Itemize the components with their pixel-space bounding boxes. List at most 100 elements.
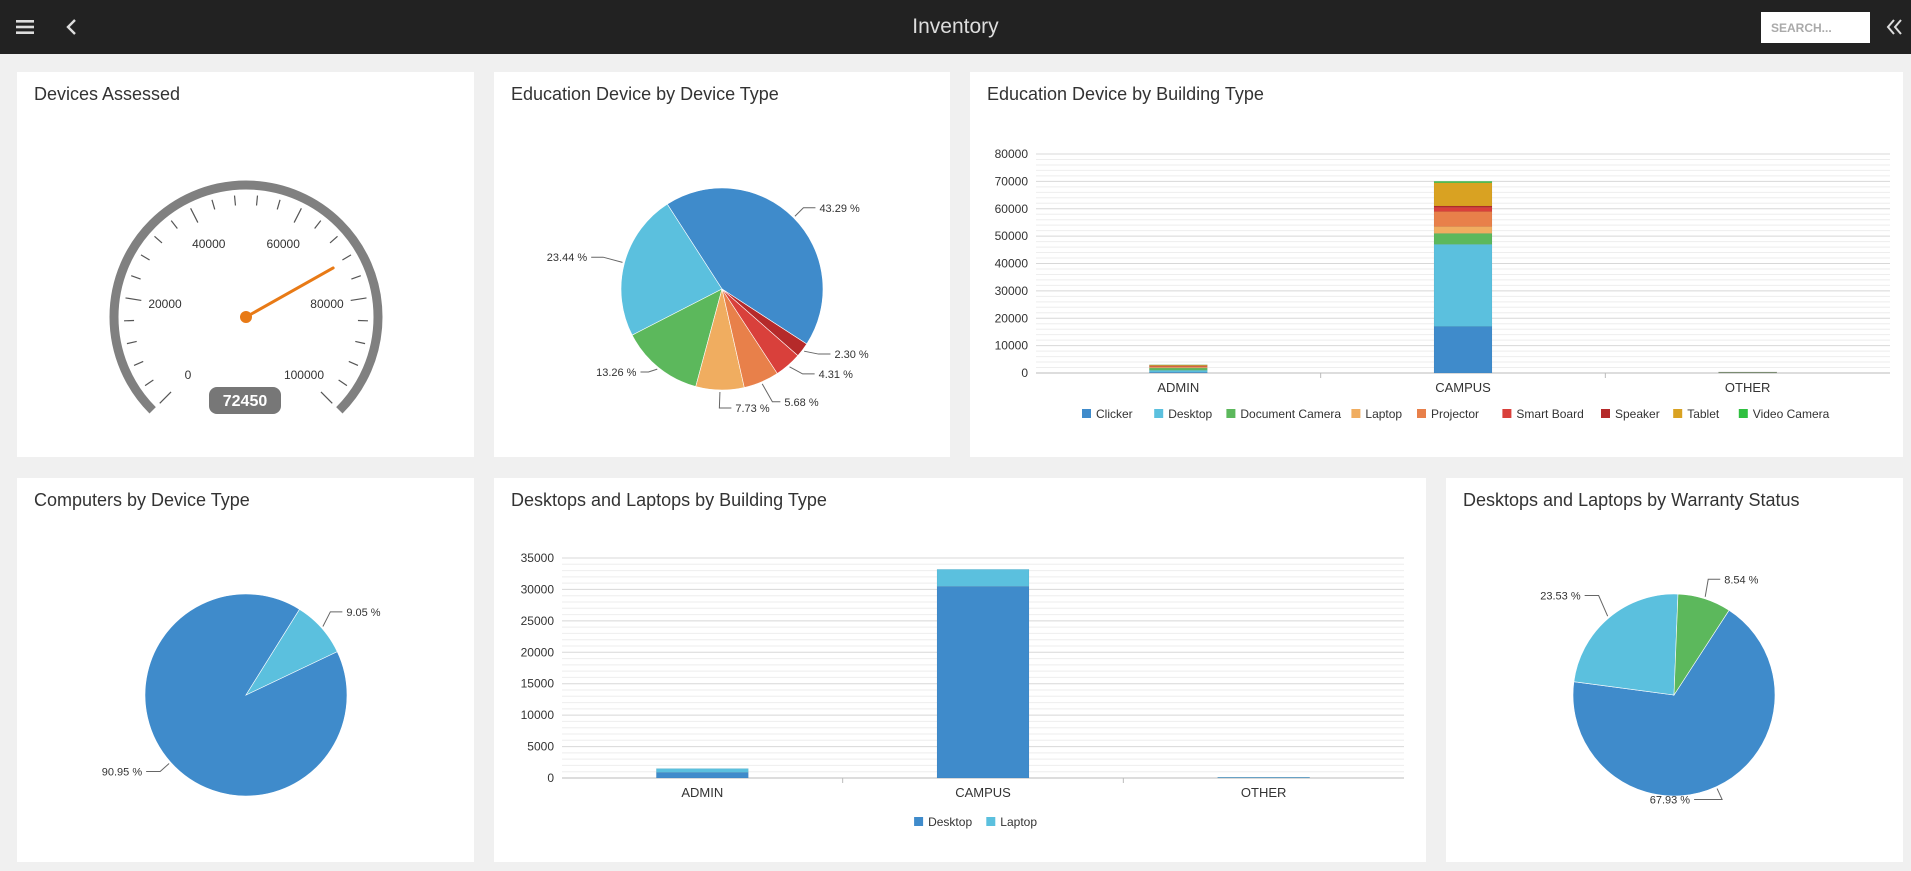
y-tick-label: 15000 (521, 677, 555, 691)
y-tick-label: 20000 (521, 645, 555, 659)
legend-label[interactable]: Video Camera (1753, 407, 1830, 421)
bar-segment[interactable] (936, 586, 1030, 779)
chart-legend: Desktop Laptop (914, 815, 1037, 829)
gauge-major-tick (190, 208, 199, 223)
gauge-needle (244, 266, 335, 319)
bar-segment[interactable] (1149, 370, 1208, 373)
edu-building-type-bar-chart: 0 10000 20000 30000 40000 50000 60000 70000 8000… (995, 147, 1890, 421)
bar-segment[interactable] (1149, 367, 1208, 371)
pie-slice[interactable] (721, 288, 808, 357)
gauge-minor-tick (348, 360, 359, 367)
x-tick-label: ADMIN (681, 785, 723, 800)
gauge-tick-label: 100000 (284, 368, 324, 382)
pie-slice[interactable] (666, 187, 824, 345)
pie-leader-line (804, 350, 831, 355)
chart-legend: Clicker Desktop Document Camera Laptop Proje… (1082, 407, 1830, 421)
pie-leader-line (718, 391, 732, 409)
edu-building-type-panel: Education Device by Building Type 0 10000… (970, 72, 1903, 457)
bar-segment[interactable] (1433, 226, 1493, 234)
panel-title: Desktops and Laptops by Building Type (511, 490, 827, 510)
pie-data-label: 23.53 % (1540, 591, 1581, 603)
desktops-laptops-building-panel: Desktops and Laptops by Building Type 0 5… (494, 478, 1426, 862)
gauge-minor-tick (211, 199, 216, 210)
legend-label[interactable]: Projector (1431, 407, 1479, 421)
bar-segment[interactable] (1433, 233, 1493, 245)
gauge-tick-label: 20000 (148, 297, 182, 311)
gauge-minor-tick (276, 199, 281, 210)
pie-data-label: 2.30 % (834, 349, 868, 361)
legend-label[interactable]: Document Camera (1240, 407, 1341, 421)
y-tick-label: 80000 (995, 147, 1029, 161)
gauge-major-tick (320, 391, 333, 404)
y-tick-label: 30000 (521, 582, 555, 596)
legend-label[interactable]: Tablet (1687, 407, 1720, 421)
y-tick-label: 25000 (521, 614, 555, 628)
panel-title: Devices Assessed (34, 84, 181, 104)
pie-data-label: 4.31 % (819, 369, 853, 381)
legend-swatch (1417, 409, 1426, 418)
devices-assessed-gauge: 0 20000 40000 60000 80000 100000 72450 (109, 180, 383, 414)
pie-leader-line (322, 611, 343, 627)
pie-slice[interactable] (631, 288, 723, 387)
pie-slice[interactable] (1572, 609, 1776, 797)
collapse-panel-icon[interactable] (1875, 0, 1911, 54)
x-tick-label: OTHER (1725, 380, 1771, 395)
panel-title: Desktops and Laptops by Warranty Status (1463, 490, 1800, 510)
gauge-major-tick (350, 297, 367, 302)
search-input[interactable] (1761, 12, 1870, 43)
pie-slice[interactable] (245, 608, 338, 696)
gauge-minor-tick (154, 235, 163, 244)
x-tick-label: ADMIN (1157, 380, 1199, 395)
y-tick-label: 0 (1021, 366, 1028, 380)
gauge-major-tick (293, 208, 302, 223)
x-tick-label: CAMPUS (1435, 380, 1491, 395)
pie-slice[interactable] (1573, 593, 1679, 696)
bar-segment[interactable] (1433, 181, 1493, 183)
gauge-minor-tick (255, 195, 259, 206)
pie-leader-line (1584, 595, 1609, 617)
desktops-laptops-warranty-panel: Desktops and Laptops by Warranty Status … (1446, 478, 1903, 862)
gauge-value-label: 72450 (223, 393, 268, 410)
legend-label[interactable]: Desktop (1168, 407, 1212, 421)
gauge-minor-tick (170, 220, 178, 229)
bar-segment[interactable] (656, 772, 749, 779)
legend-label[interactable]: Speaker (1615, 407, 1660, 421)
pie-leader-line (640, 368, 658, 373)
bar-segment[interactable] (1433, 244, 1493, 327)
gauge-value-badge (209, 387, 281, 414)
gauge-minor-tick (144, 379, 154, 387)
legend-label[interactable]: Desktop (928, 815, 972, 829)
pie-data-label: 23.44 % (547, 252, 588, 264)
panel-title: Education Device by Building Type (987, 84, 1264, 104)
hamburger-menu-icon[interactable] (5, 0, 45, 54)
back-arrow-icon[interactable] (52, 0, 92, 54)
gauge-minor-tick (133, 360, 144, 367)
bar-segment[interactable] (1433, 326, 1493, 374)
gauge-arc (109, 180, 383, 414)
legend-swatch (1673, 409, 1683, 418)
gauge-major-tick (159, 391, 172, 404)
bar-segment[interactable] (656, 768, 749, 773)
legend-label[interactable]: Laptop (1365, 407, 1402, 421)
pie-data-label: 7.73 % (735, 403, 769, 415)
gauge-minor-tick (126, 340, 137, 345)
pie-leader-line (146, 763, 170, 773)
pie-data-label: 13.26 % (596, 367, 637, 379)
gauge-tick-label: 40000 (192, 237, 226, 251)
desktops-laptops-warranty-pie-chart: 67.93 % 23.53 % 8.54 % (1540, 574, 1776, 806)
bar-segment[interactable] (1433, 211, 1493, 227)
legend-label[interactable]: Clicker (1096, 407, 1133, 421)
legend-label[interactable]: Smart Board (1516, 407, 1583, 421)
edu-device-type-pie-chart: 43.29 % 23.44 % 13.26 % 7.73 % 5.68 % 4.31 % 2… (547, 187, 869, 415)
gauge-tick-label: 60000 (267, 237, 301, 251)
pie-slice[interactable] (620, 203, 723, 336)
gauge-tick-label: 0 (185, 368, 192, 382)
bar-segment[interactable] (1433, 182, 1493, 207)
gauge-minor-tick (233, 195, 237, 206)
bar-segment[interactable] (936, 569, 1030, 587)
pie-slice[interactable] (1673, 593, 1730, 697)
x-tick-label: CAMPUS (955, 785, 1011, 800)
bar-segment[interactable] (1433, 207, 1493, 212)
legend-label[interactable]: Laptop (1000, 815, 1037, 829)
pie-data-label: 43.29 % (819, 203, 860, 215)
